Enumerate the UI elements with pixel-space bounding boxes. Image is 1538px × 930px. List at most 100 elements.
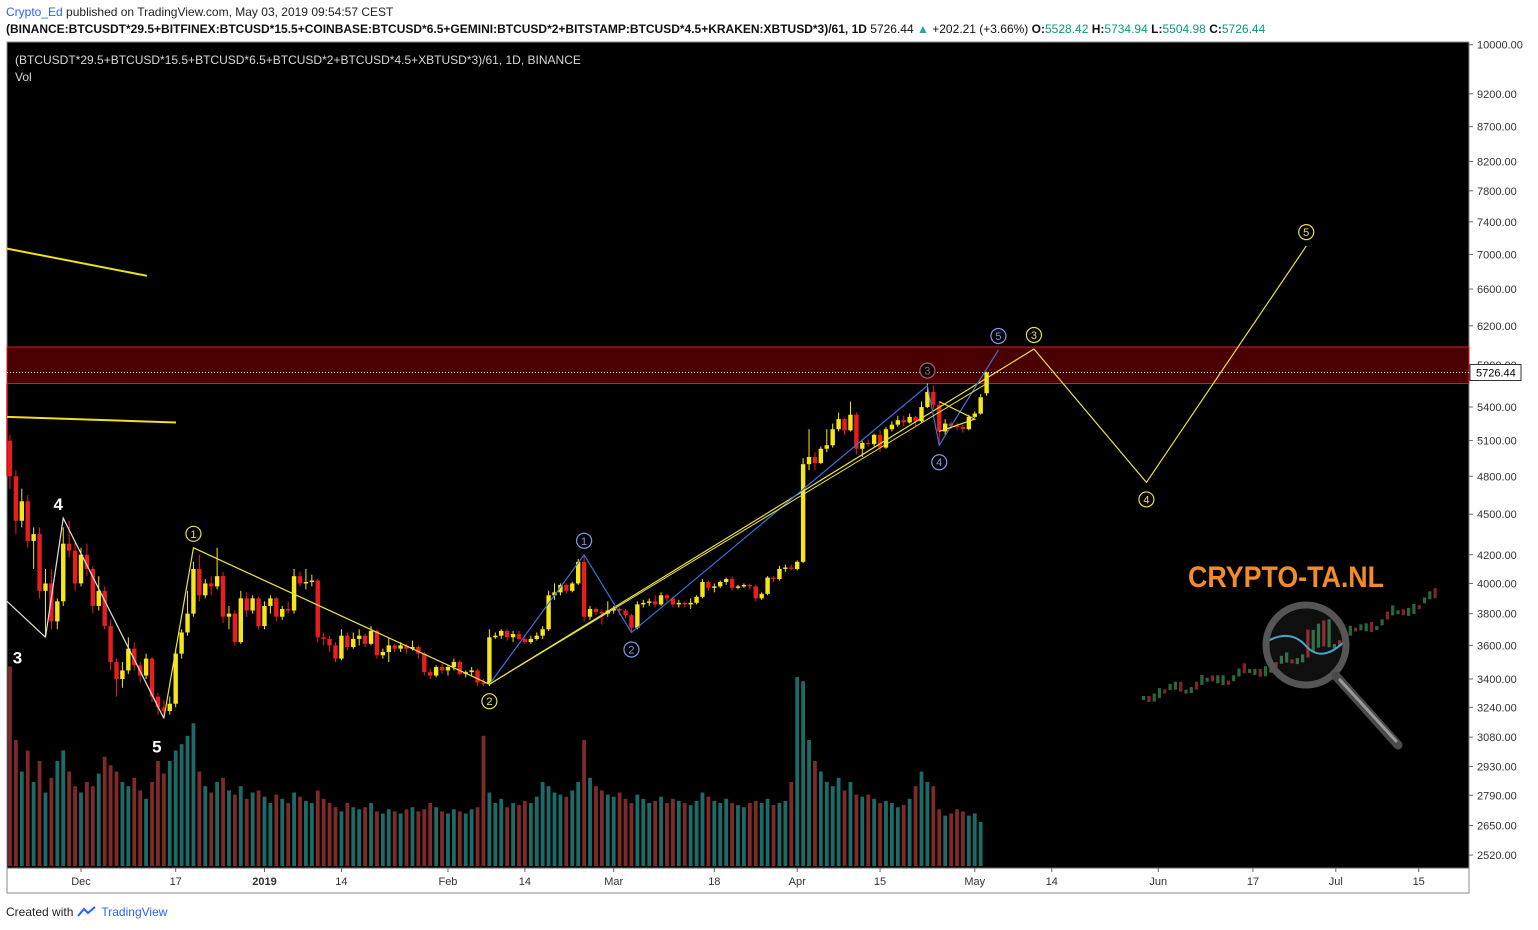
wave-label-circle bbox=[185, 525, 202, 542]
candle-body bbox=[226, 613, 232, 617]
volume-bar bbox=[8, 666, 12, 866]
candle-body bbox=[120, 670, 125, 679]
candle-body bbox=[469, 670, 474, 673]
candle-body bbox=[510, 634, 516, 638]
candle-body bbox=[309, 580, 315, 582]
candle-body bbox=[522, 638, 528, 643]
candle-body bbox=[481, 682, 486, 685]
volume-bar bbox=[351, 807, 356, 866]
candle-body bbox=[356, 635, 362, 639]
volume-bar bbox=[321, 798, 326, 866]
candle-body bbox=[700, 581, 705, 597]
logo-mini-candle bbox=[1200, 674, 1204, 685]
candle-body bbox=[493, 635, 498, 638]
price-tick-label: 4800.00 bbox=[1477, 471, 1517, 483]
wave-label-text: 1 bbox=[190, 529, 196, 541]
high-value: 5734.94 bbox=[1104, 22, 1148, 36]
candle-body bbox=[398, 645, 403, 649]
volume-bar bbox=[818, 771, 823, 866]
triangle-pattern bbox=[938, 401, 977, 433]
volume-bar bbox=[700, 792, 705, 866]
volume-bar bbox=[753, 800, 758, 866]
elliott-waves: 3 4 5 1 2 3 4 5 1 2 3 4 5 bbox=[6, 224, 1315, 756]
wave-label-text: 5 bbox=[1303, 227, 1309, 239]
volume-bar bbox=[138, 790, 143, 866]
logo-mini-candle bbox=[1152, 693, 1156, 702]
logo-mini-candle bbox=[1407, 607, 1411, 616]
candle-body bbox=[765, 577, 770, 594]
candle-body bbox=[173, 653, 178, 704]
volume-bar bbox=[718, 803, 723, 866]
candle-body bbox=[303, 581, 309, 584]
logo-mini-candle bbox=[1263, 666, 1268, 677]
candle-body bbox=[534, 635, 539, 639]
logo-mini-candle bbox=[1417, 605, 1421, 610]
candle-body bbox=[37, 534, 42, 591]
volume-bar bbox=[599, 790, 604, 866]
time-tick-label: Dec bbox=[71, 876, 91, 888]
candle-body bbox=[617, 608, 622, 611]
logo-mini-candle bbox=[1163, 689, 1167, 694]
volume-bar bbox=[824, 782, 829, 866]
candle-body bbox=[800, 464, 806, 562]
candle-body bbox=[954, 425, 960, 427]
candle-body bbox=[143, 658, 149, 676]
yellow-wave-label: 5 bbox=[1298, 224, 1315, 241]
candle-body bbox=[848, 414, 853, 431]
candle-body bbox=[96, 590, 101, 606]
logo-mini-candle bbox=[1369, 621, 1374, 632]
price-tick-label: 8200.00 bbox=[1477, 156, 1517, 168]
time-tick-label: Feb bbox=[438, 876, 457, 888]
volume-bar bbox=[966, 815, 971, 866]
wave-label-text: 1 bbox=[581, 536, 587, 548]
blue-wave-label: 4 bbox=[931, 454, 948, 471]
logo-mini-candle bbox=[1348, 625, 1352, 636]
volume-bar bbox=[907, 798, 912, 866]
volume-bar bbox=[860, 796, 865, 866]
candle-body bbox=[13, 476, 19, 521]
volume-bar bbox=[594, 786, 598, 866]
candle-body bbox=[7, 440, 13, 477]
volume-bar bbox=[564, 796, 569, 866]
volume-bar bbox=[457, 811, 462, 866]
yellow-wave-label: 3 bbox=[1025, 326, 1043, 344]
tradingview-brand-link[interactable]: TradingView bbox=[101, 905, 168, 919]
author-link[interactable]: Crypto_Ed bbox=[6, 5, 63, 19]
logo-mini-candle bbox=[1412, 603, 1416, 614]
candle-body bbox=[262, 605, 267, 627]
candle-body bbox=[90, 568, 96, 606]
volume-bar bbox=[694, 800, 699, 866]
candle-body bbox=[197, 568, 202, 596]
logo-mini-candle bbox=[1226, 680, 1230, 685]
candle-body bbox=[214, 576, 220, 587]
candle-body bbox=[966, 416, 972, 430]
candle-body bbox=[629, 615, 634, 628]
candle-body bbox=[747, 584, 753, 587]
volume-bar bbox=[250, 792, 255, 866]
volume-bar bbox=[842, 790, 847, 866]
close-value: 5726.44 bbox=[1221, 22, 1266, 36]
candle-body bbox=[718, 581, 723, 587]
volume-bar bbox=[747, 803, 752, 866]
volume-bar bbox=[13, 740, 18, 866]
logo-mini-candle bbox=[1189, 687, 1193, 694]
volume-bar bbox=[203, 786, 208, 866]
volume-bar bbox=[546, 786, 551, 866]
volume-bar bbox=[333, 807, 338, 866]
volume-bar bbox=[511, 803, 515, 866]
candle-body bbox=[552, 592, 557, 596]
candle-body bbox=[203, 583, 208, 596]
volume-bar bbox=[830, 786, 835, 866]
volume-bar bbox=[670, 798, 675, 866]
blue-wave-label: 5 bbox=[990, 327, 1007, 345]
up-arrow-icon: ▲ bbox=[917, 22, 929, 36]
price-tick-label: 3400.00 bbox=[1477, 674, 1517, 686]
candle-body bbox=[735, 586, 741, 588]
candle-body bbox=[599, 612, 605, 614]
candle-body bbox=[422, 653, 427, 673]
volume-bar bbox=[836, 777, 841, 866]
volume-bar bbox=[463, 813, 468, 866]
price-tick-label: 3240.00 bbox=[1477, 702, 1517, 714]
candle-body bbox=[475, 670, 480, 683]
